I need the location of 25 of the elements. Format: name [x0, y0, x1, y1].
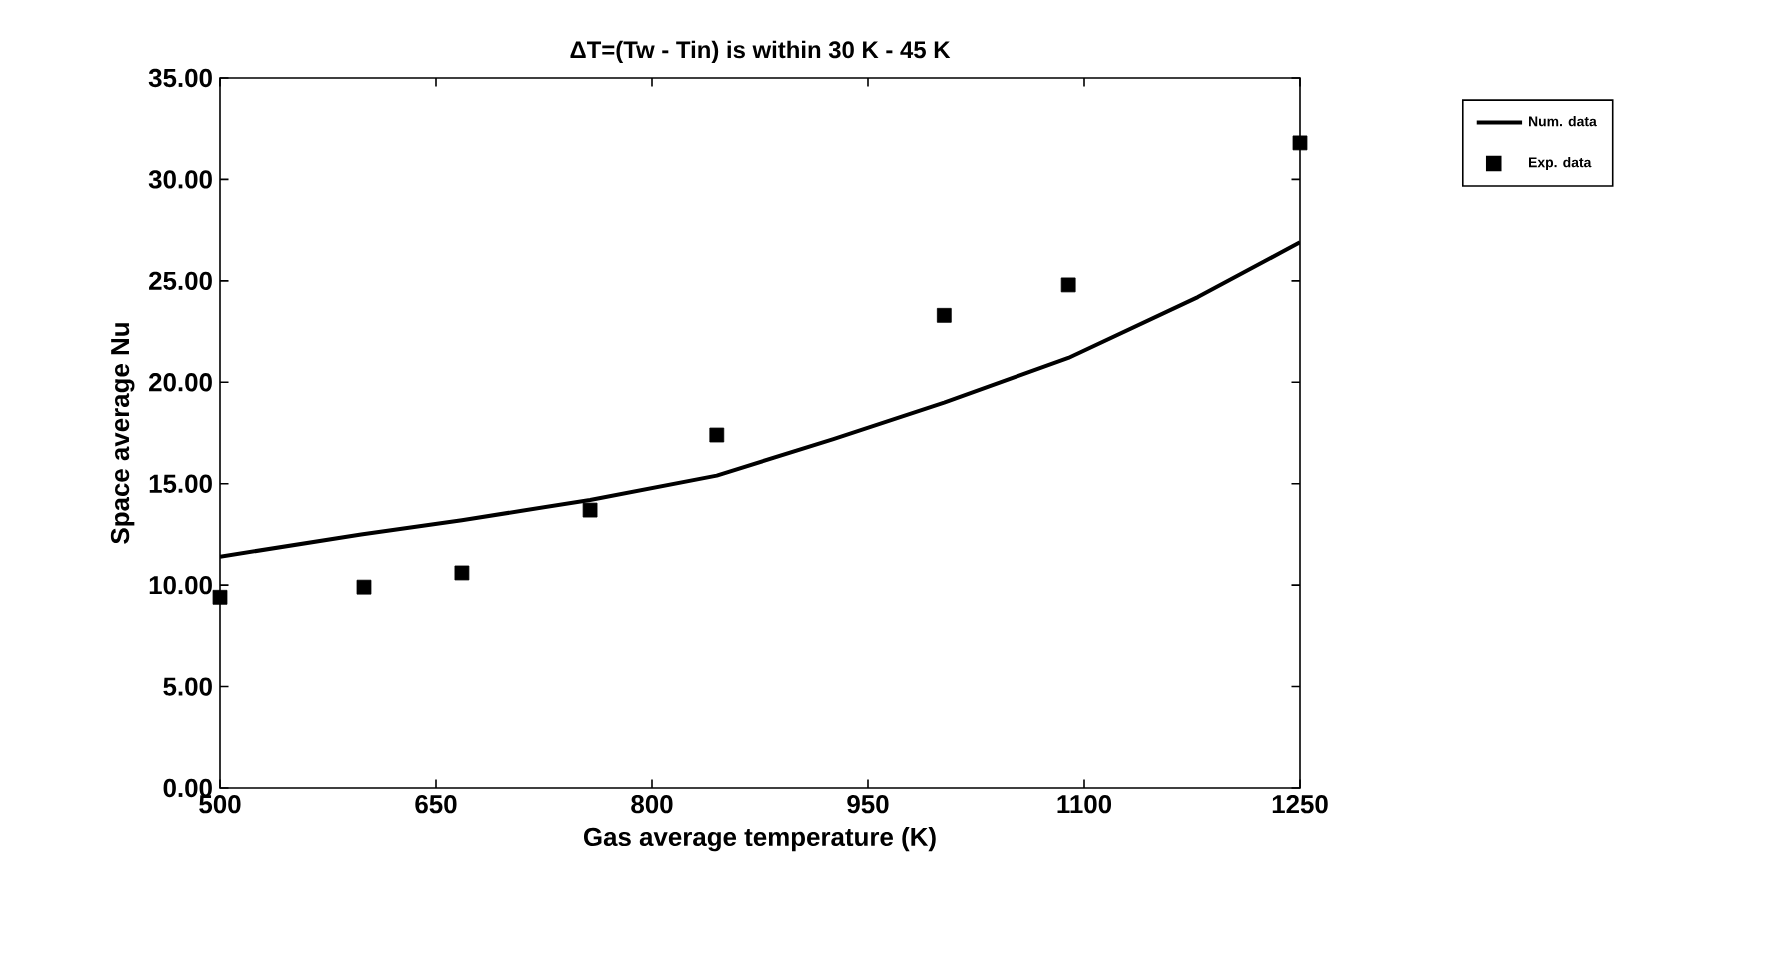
chart-title: ΔT=(Tw - Tin) is within 30 K - 45 K	[570, 40, 951, 63]
x-axis-title: Gas average temperature (K)	[583, 827, 936, 852]
x-tick-label: 950	[847, 795, 889, 814]
x-tick-label: 650	[415, 795, 457, 814]
x-tick-label: 1100	[1057, 795, 1112, 814]
y-tick-label: 30.00	[148, 170, 212, 189]
point	[356, 579, 372, 595]
x-tick-label: 500	[199, 795, 241, 814]
point	[1060, 277, 1076, 293]
y-tick-label: 35.00	[148, 68, 212, 88]
point	[212, 589, 228, 605]
point	[1292, 135, 1308, 151]
point	[582, 502, 598, 518]
y-tick-label: 5.00	[163, 677, 212, 696]
y-tick-label: 25.00	[149, 271, 212, 291]
point	[709, 427, 725, 443]
y-axis-title: Space average Nu	[110, 323, 135, 544]
point	[936, 307, 952, 323]
x-tick-label: 1250	[1272, 795, 1328, 814]
point	[454, 565, 470, 581]
y-tick-label: 15.00	[149, 474, 212, 493]
x-tick-label: 800	[631, 795, 673, 814]
y-tick-label: 0.00	[163, 778, 212, 798]
y-tick-label: 20.00	[149, 373, 212, 392]
y-tick-label: 10.00	[149, 575, 212, 595]
